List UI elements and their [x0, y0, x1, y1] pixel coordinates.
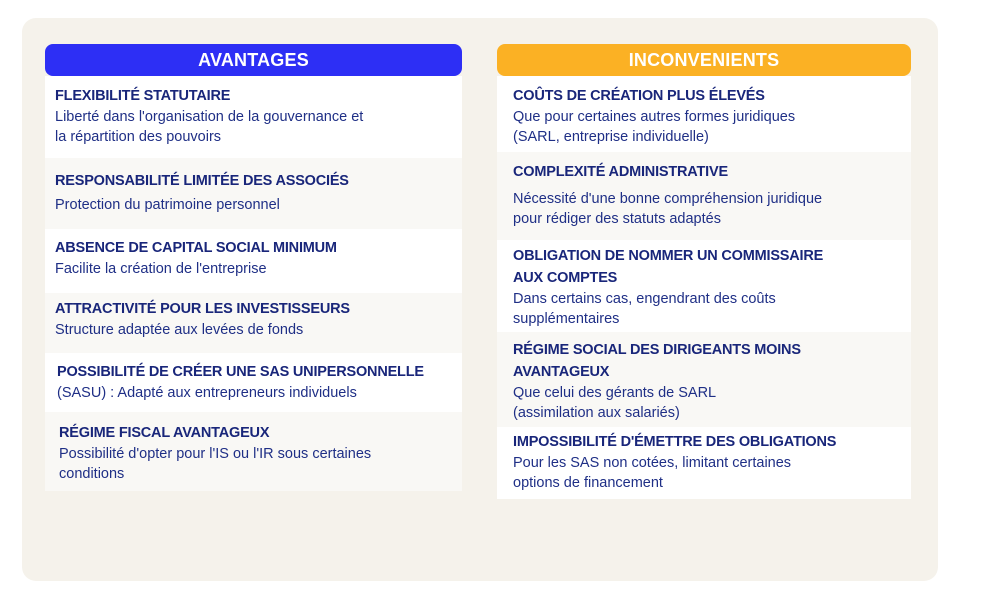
- inconvenient-item: RÉGIME SOCIAL DES DIRIGEANTS MOINS AVANT…: [497, 332, 911, 427]
- inconvenient-desc: Que pour certaines autres formes juridiq…: [513, 109, 796, 125]
- inconvenient-desc: pour rédiger des statuts adaptés: [513, 211, 721, 227]
- advantage-desc: (SASU) : Adapté aux entrepreneurs indivi…: [57, 385, 357, 401]
- advantage-desc: Protection du patrimoine personnel: [55, 197, 280, 213]
- advantage-desc: conditions: [59, 466, 125, 482]
- advantage-item: ABSENCE DE CAPITAL SOCIAL MINIMUM Facili…: [45, 229, 462, 293]
- advantage-desc: Liberté dans l'organisation de la gouver…: [55, 109, 364, 125]
- advantage-desc: Structure adaptée aux levées de fonds: [55, 322, 304, 338]
- inconvenient-title: COMPLEXITÉ ADMINISTRATIVE: [513, 164, 728, 180]
- advantage-item: POSSIBILITÉ DE CRÉER UNE SAS UNIPERSONNE…: [45, 353, 462, 412]
- inconvenients-list: COÛTS DE CRÉATION PLUS ÉLEVÉS Que pour c…: [497, 76, 911, 499]
- advantage-title: FLEXIBILITÉ STATUTAIRE: [55, 88, 231, 104]
- inconvenient-desc: supplémentaires: [513, 311, 620, 327]
- advantages-column: AVANTAGES FLEXIBILITÉ STATUTAIRE Liberté…: [45, 44, 462, 491]
- inconvenients-column: INCONVENIENTS COÛTS DE CRÉATION PLUS ÉLE…: [497, 44, 911, 499]
- inconvenient-desc: options de financement: [513, 475, 663, 491]
- advantage-item: FLEXIBILITÉ STATUTAIRE Liberté dans l'or…: [45, 76, 462, 158]
- inconvenient-title: COÛTS DE CRÉATION PLUS ÉLEVÉS: [513, 88, 765, 104]
- advantages-header: AVANTAGES: [45, 44, 462, 76]
- advantage-title: ABSENCE DE CAPITAL SOCIAL MINIMUM: [55, 240, 337, 256]
- advantage-item: RÉGIME FISCAL AVANTAGEUX Possibilité d'o…: [45, 412, 462, 491]
- inconvenient-desc: Dans certains cas, engendrant des coûts: [513, 291, 776, 307]
- inconvenient-desc: Que celui des gérants de SARL: [513, 385, 717, 401]
- inconvenient-title: AVANTAGEUX: [513, 364, 610, 380]
- advantage-item: RESPONSABILITÉ LIMITÉE DES ASSOCIÉS Prot…: [45, 158, 462, 229]
- inconvenient-item: COÛTS DE CRÉATION PLUS ÉLEVÉS Que pour c…: [497, 76, 911, 152]
- advantage-title: RÉGIME FISCAL AVANTAGEUX: [59, 425, 270, 441]
- advantage-desc: Facilite la création de l'entreprise: [55, 261, 267, 277]
- advantage-title: RESPONSABILITÉ LIMITÉE DES ASSOCIÉS: [55, 173, 349, 189]
- inconvenient-item: IMPOSSIBILITÉ D'ÉMETTRE DES OBLIGATIONS …: [497, 427, 911, 499]
- advantage-item: ATTRACTIVITÉ POUR LES INVESTISSEURS Stru…: [45, 293, 462, 353]
- advantage-title: POSSIBILITÉ DE CRÉER UNE SAS UNIPERSONNE…: [57, 364, 424, 380]
- inconvenients-header: INCONVENIENTS: [497, 44, 911, 76]
- advantages-list: FLEXIBILITÉ STATUTAIRE Liberté dans l'or…: [45, 76, 462, 491]
- inconvenient-title: OBLIGATION DE NOMMER UN COMMISSAIRE: [513, 248, 824, 264]
- inconvenient-title: AUX COMPTES: [513, 270, 618, 286]
- advantage-title: ATTRACTIVITÉ POUR LES INVESTISSEURS: [55, 301, 350, 317]
- inconvenient-title: RÉGIME SOCIAL DES DIRIGEANTS MOINS: [513, 342, 801, 358]
- inconvenient-desc: (SARL, entreprise individuelle): [513, 129, 709, 145]
- inconvenient-desc: (assimilation aux salariés): [513, 405, 680, 421]
- inconvenient-item: COMPLEXITÉ ADMINISTRATIVE Nécessité d'un…: [497, 152, 911, 240]
- inconvenient-desc: Nécessité d'une bonne compréhension juri…: [513, 191, 823, 207]
- advantage-desc: la répartition des pouvoirs: [55, 129, 222, 145]
- inconvenient-item: OBLIGATION DE NOMMER UN COMMISSAIRE AUX …: [497, 240, 911, 332]
- inconvenient-desc: Pour les SAS non cotées, limitant certai…: [513, 455, 792, 471]
- inconvenient-title: IMPOSSIBILITÉ D'ÉMETTRE DES OBLIGATIONS: [513, 434, 837, 450]
- advantage-desc: Possibilité d'opter pour l'IS ou l'IR so…: [59, 446, 372, 462]
